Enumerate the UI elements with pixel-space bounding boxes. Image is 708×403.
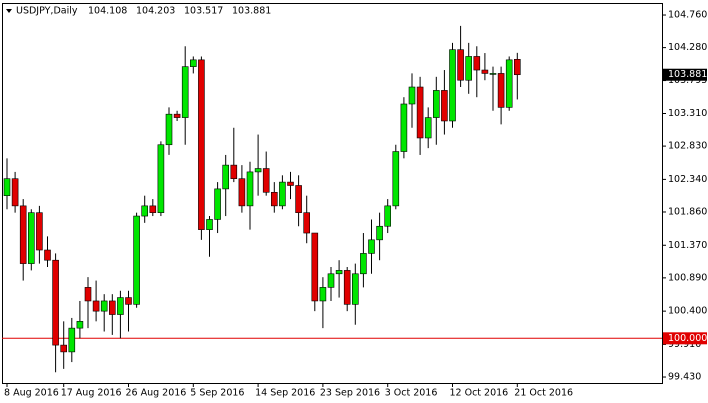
- ohlc-value: 103.517: [184, 6, 223, 17]
- x-tick-label: 23 Sep 2016: [320, 388, 380, 399]
- level-label-box: [663, 332, 707, 345]
- candle-body: [133, 215, 140, 305]
- candle-body: [52, 259, 59, 346]
- x-tick-label: 3 Oct 2016: [385, 388, 438, 399]
- y-tick-label: 104.280: [668, 42, 707, 53]
- y-tick-label: 102.830: [668, 141, 707, 152]
- candle-body: [489, 73, 497, 75]
- x-tick-label: 8 Aug 2016: [4, 388, 59, 399]
- x-tick-label: 21 Oct 2016: [514, 388, 573, 399]
- candle-body: [287, 181, 294, 186]
- candle-body: [3, 178, 11, 196]
- y-tick-label: 104.760: [668, 10, 707, 21]
- x-tick-label: 12 Oct 2016: [450, 388, 509, 399]
- candle-body: [335, 270, 343, 275]
- candle-body: [11, 178, 19, 207]
- candle-body: [384, 205, 392, 227]
- candle-body: [408, 86, 416, 105]
- candle-body: [319, 287, 327, 302]
- y-tick-label: 99.910: [668, 339, 701, 350]
- candle-body: [376, 225, 383, 241]
- menu-arrow[interactable]: [6, 9, 12, 13]
- candle-body: [149, 205, 157, 213]
- plot-frame: [2, 3, 663, 384]
- candle-body: [173, 113, 181, 118]
- candle-body: [497, 73, 505, 108]
- candle-body: [198, 59, 205, 230]
- candle-body: [92, 300, 100, 312]
- candle-body: [424, 117, 432, 139]
- candle-body: [473, 56, 481, 71]
- level-label: 100.000: [668, 333, 707, 344]
- candle-body: [303, 212, 311, 234]
- candle-body: [165, 113, 173, 146]
- y-tick-label: 101.370: [668, 240, 707, 251]
- candle-body: [157, 144, 165, 213]
- candle-body: [343, 270, 351, 305]
- candle-body: [505, 59, 513, 108]
- y-tick-label: 100.400: [668, 306, 707, 317]
- candle-body: [238, 178, 246, 207]
- ohlc-value: 104.108: [88, 6, 127, 17]
- x-tick-label: 14 Sep 2016: [255, 388, 315, 399]
- candle-body: [327, 273, 335, 288]
- candle-body: [400, 103, 408, 152]
- y-tick-label: 101.860: [668, 206, 707, 217]
- ohlc-value: 103.881: [232, 6, 271, 17]
- candle-body: [270, 191, 278, 207]
- candle-body: [254, 168, 262, 173]
- symbol-title: USDJPY,Daily: [16, 6, 78, 17]
- candle-body: [392, 151, 400, 207]
- candle-body: [60, 344, 68, 353]
- y-tick-label: 99.430: [668, 372, 701, 383]
- y-tick-label: 100.890: [668, 272, 707, 283]
- candle-body: [368, 239, 375, 254]
- candle-body: [125, 297, 132, 305]
- candle-body: [279, 181, 286, 207]
- candle-body: [449, 49, 456, 122]
- candle-body: [206, 219, 213, 230]
- candle-body: [109, 300, 116, 315]
- price-label-box: [663, 68, 707, 81]
- candle-body: [181, 66, 189, 118]
- candle-body: [141, 205, 148, 217]
- x-tick-label: 5 Sep 2016: [190, 388, 244, 399]
- candle-body: [311, 232, 319, 302]
- candle-body: [351, 273, 359, 305]
- candle-body: [262, 168, 270, 193]
- candle-body: [416, 86, 424, 139]
- candle-body: [27, 212, 35, 264]
- candle-body: [295, 185, 302, 213]
- candle-body: [457, 49, 464, 81]
- candle-body: [76, 321, 84, 329]
- candle-body: [44, 249, 51, 261]
- candle-body: [246, 171, 254, 207]
- candle-body: [84, 287, 92, 302]
- candle-body: [190, 59, 197, 67]
- candle-body: [68, 327, 76, 353]
- y-tick-label: 103.310: [668, 108, 707, 119]
- y-tick-label: 102.340: [668, 174, 707, 185]
- candle-body: [100, 300, 108, 312]
- x-tick-label: 17 Aug 2016: [61, 388, 122, 399]
- candle-body: [230, 164, 238, 180]
- candle-body: [441, 90, 448, 122]
- ohlc-header: 104.108 104.203 103.517 103.881: [88, 6, 271, 17]
- candle-body: [432, 90, 440, 118]
- candle-body: [360, 253, 367, 275]
- price-label: 103.881: [668, 69, 707, 80]
- candle-body: [222, 164, 229, 190]
- candle-body: [465, 56, 473, 81]
- candle-body: [36, 212, 43, 251]
- candle-body: [481, 69, 489, 74]
- candle-body: [513, 59, 521, 76]
- candle-body: [19, 205, 27, 264]
- x-tick-label: 26 Aug 2016: [126, 388, 187, 399]
- candle-body: [214, 188, 221, 220]
- candle-body: [117, 297, 124, 315]
- ohlc-value: 104.203: [136, 6, 175, 17]
